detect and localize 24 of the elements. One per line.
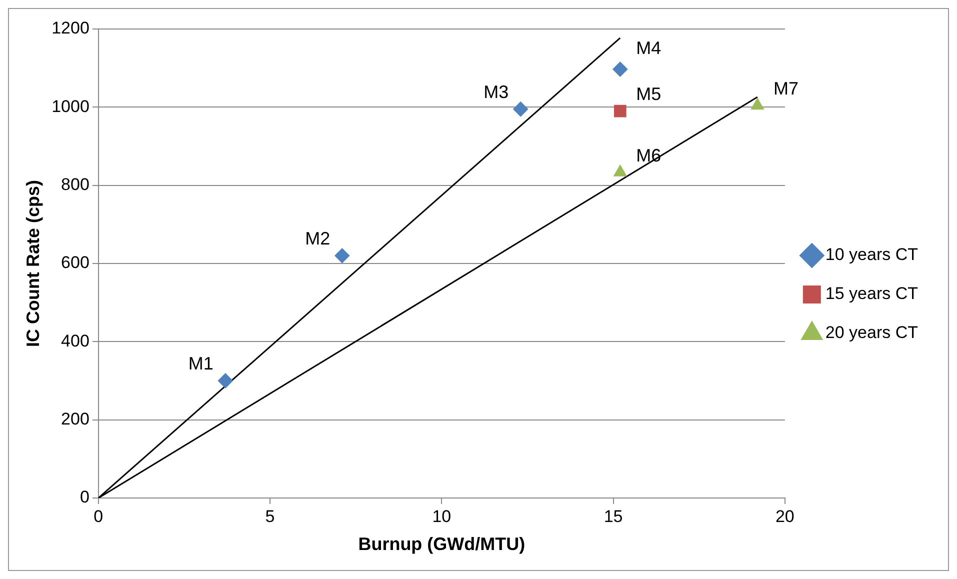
y-tick-label: 800	[61, 175, 90, 194]
y-tick-label: 0	[80, 488, 90, 507]
x-tick-label: 20	[775, 506, 794, 526]
annotation: M2	[305, 228, 330, 249]
legend-label: 10 years CT	[825, 245, 918, 264]
annotation: M4	[636, 38, 662, 58]
x-axis-title: Burnup (GWd/MTU)	[358, 534, 526, 554]
annotation: M3	[484, 82, 509, 102]
annotation: M1	[188, 354, 214, 374]
y-tick-label: 1200	[52, 18, 90, 38]
y-tick-label: 200	[61, 410, 90, 429]
y-axis-title: IC Count Rate (cps)	[22, 180, 43, 348]
y-tick-label: 600	[61, 253, 90, 272]
y-tick-label: 400	[61, 331, 90, 350]
legend-label: 20 years CT	[825, 323, 918, 342]
x-tick-label: 10	[432, 506, 452, 526]
x-tick-label: 5	[265, 506, 275, 526]
annotation: M7	[773, 78, 798, 99]
annotation: M5	[636, 84, 662, 104]
legend-label: 15 years CT	[825, 284, 918, 304]
x-tick-label: 0	[94, 506, 104, 526]
annotation: M6	[636, 145, 662, 166]
y-tick-label: 1000	[52, 96, 90, 116]
x-tick-label: 15	[604, 506, 623, 526]
